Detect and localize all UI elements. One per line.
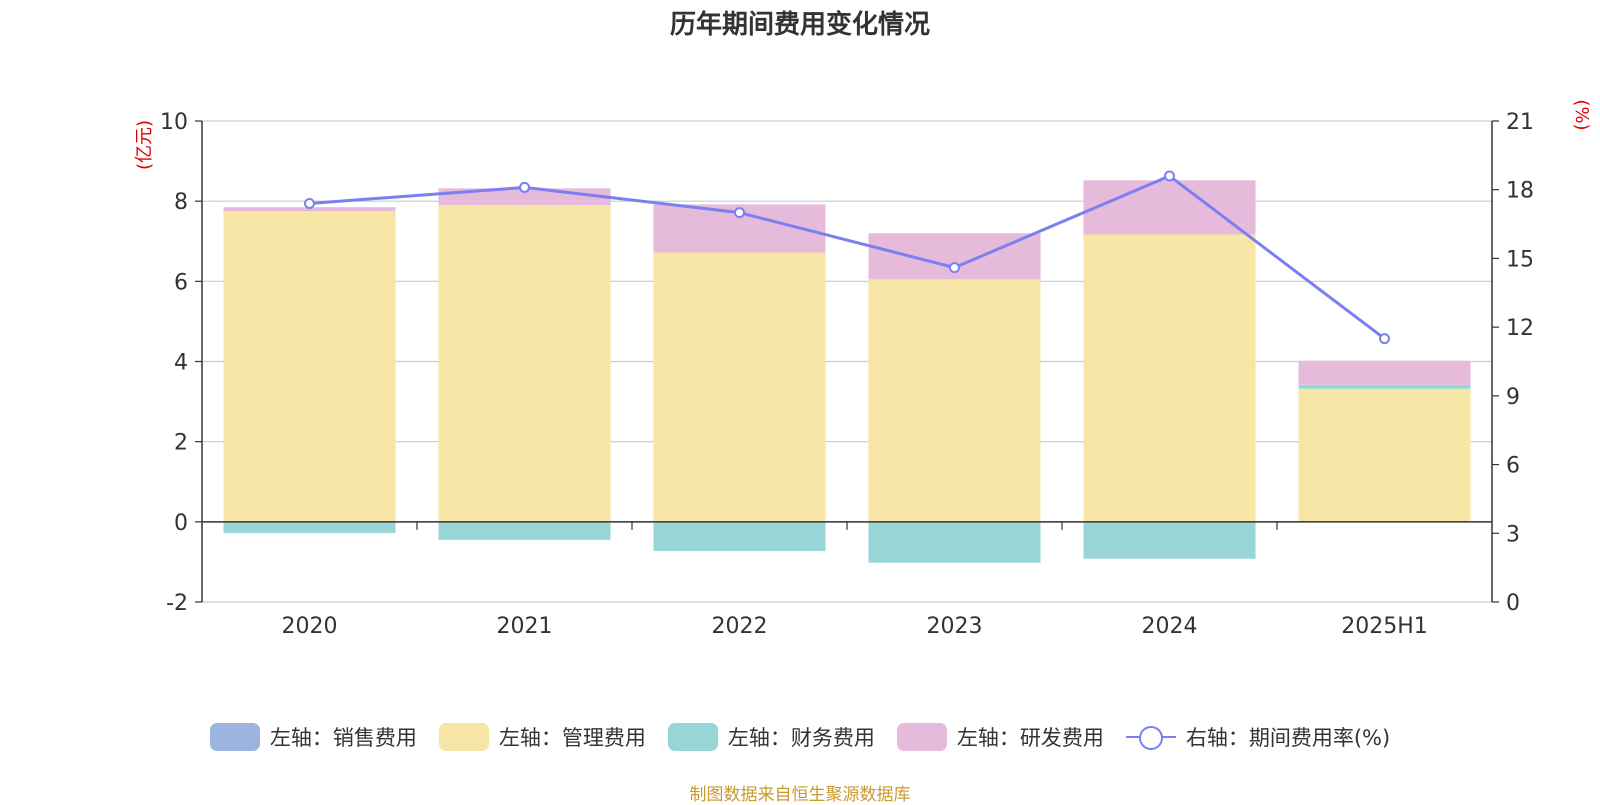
bar-segment [438,205,611,522]
right-tick-label: 21 [1506,110,1534,135]
rate-point [734,207,745,219]
legend: 左轴：销售费用 左轴：管理费用 左轴：财务费用 左轴：研发费用 右轴：期间费用率(%) [0,722,1600,752]
right-tick-label: 18 [1506,179,1534,204]
bars [223,180,1471,563]
bar-segment [223,521,396,534]
legend-item[interactable]: 左轴：管理费用 [438,722,646,752]
legend-item[interactable]: 左轴：研发费用 [896,722,1104,752]
left-tick-label: 0 [174,511,188,536]
bar-segment [868,521,1041,563]
legend-label: 左轴：管理费用 [498,726,646,750]
x-tick-label: 2025H1 [1341,614,1428,639]
x-tick-label: 2023 [927,614,983,639]
rate-point [519,181,530,193]
bar-segment [223,211,396,522]
legend-swatch [896,723,947,751]
bar-segment [1083,234,1256,522]
bar-segment [1083,180,1256,235]
legend-label: 左轴：财务费用 [727,726,875,750]
rate-point [304,197,315,209]
left-tick-label: 2 [174,431,188,456]
legend-label: 左轴：销售费用 [269,726,417,750]
legend-swatch [438,723,489,751]
rate-line-path [309,174,1386,340]
axes [195,120,1499,603]
bar-segment [438,521,611,540]
right-tick-label: 6 [1506,454,1520,479]
x-tick-label: 2024 [1142,614,1198,639]
axis-labels: 10 8 6 4 2 0 -2 21 18 15 12 9 6 3 0 2020 2021 2022 2023 202… [134,99,1592,639]
left-axis-unit: (亿元) [134,120,155,170]
legend-line-marker [1125,723,1176,751]
x-tick-label: 2020 [282,614,338,639]
right-tick-label: 3 [1506,522,1520,547]
bar-segment [653,252,826,522]
bar-segment [1083,521,1256,559]
legend-item[interactable]: 左轴：财务费用 [667,722,875,752]
rate-point [949,262,960,274]
x-tick-label: 2021 [497,614,553,639]
right-tick-label: 12 [1506,316,1534,341]
bar-segment [653,521,826,552]
data-source-note: 制图数据来自恒生聚源数据库 [689,785,911,805]
left-tick-label: -2 [166,591,188,616]
bar-segment [868,279,1041,522]
legend-item[interactable]: 左轴：销售费用 [209,722,417,752]
left-tick-label: 4 [174,351,188,376]
legend-label: 右轴：期间费用率(%) [1185,726,1391,750]
right-tick-label: 15 [1506,247,1534,272]
left-tick-label: 6 [174,270,188,295]
rate-point [1379,333,1390,345]
legend-swatch [667,723,718,751]
legend-item[interactable]: 右轴：期间费用率(%) [1125,722,1391,752]
right-tick-label: 0 [1506,591,1520,616]
legend-swatch [209,723,260,751]
bar-segment [1298,388,1471,522]
left-tick-label: 8 [174,190,188,215]
bar-segment [223,207,396,212]
grid-lines [202,120,1492,603]
rate-line [304,170,1390,345]
chart-title: 历年期间费用变化情况 [669,10,930,40]
legend-label: 左轴：研发费用 [956,726,1104,750]
bar-segment [1298,384,1471,389]
left-tick-label: 10 [160,110,188,135]
bar-segment [1298,360,1471,385]
right-axis-unit: (%) [1571,99,1592,130]
rate-point [1164,170,1175,182]
right-tick-label: 9 [1506,385,1520,410]
x-tick-label: 2022 [712,614,768,639]
